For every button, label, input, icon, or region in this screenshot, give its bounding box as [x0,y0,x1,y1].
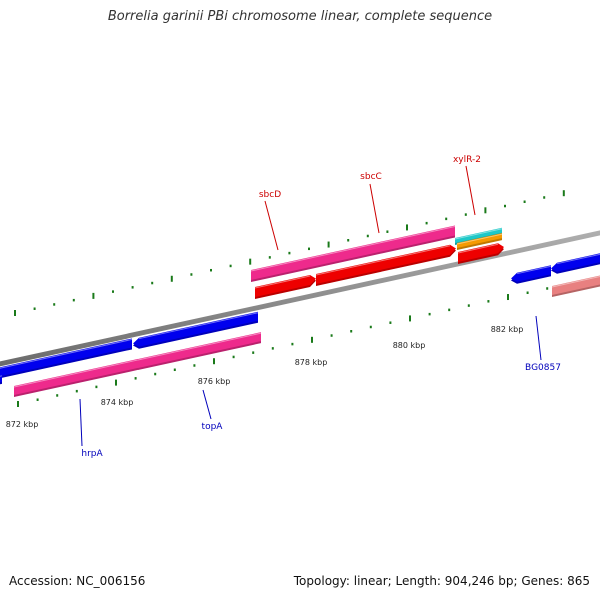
gene-feature-blue-body [133,311,258,347]
gene-feature-xylr-2 [457,243,504,264]
gene-feature-salmon [551,275,600,297]
tick-label: 872 kbp [6,420,39,429]
gene-feature-red [315,244,456,286]
gene-feature-cyan-body [455,227,502,243]
gene-feature-blue [0,374,3,385]
gene-feature-pink [13,358,139,397]
leader-hrpa [79,398,83,447]
tick-label: 882 kbp [491,325,524,334]
gene-feature-blue-highlight [0,338,133,369]
gene-feature-red-body [255,274,316,297]
gene-feature-red [254,274,316,299]
gene-feature-orange [456,233,503,250]
gene-feature-salmon-highlight [551,276,600,288]
tick-label: 878 kbp [295,358,328,367]
gene-feature-sbcd-sbcc-highlight [250,225,456,272]
gene-feature-blue [511,265,552,284]
chromosome-axis [0,230,600,367]
gene-feature-sbcd-sbcc-body [251,225,455,280]
gene-features [0,225,600,397]
gene-feature-blue-body [511,265,551,282]
gene-feature-orange-body [457,233,502,248]
tick-marks-lower [17,282,568,407]
gene-feature-xylr-2-body [458,243,504,262]
gene-feature-orange-highlight [456,233,503,245]
tick-label: 874 kbp [101,398,134,407]
gene-feature-bg0857-highlight [556,253,600,265]
gene-feature-sbcd-sbcc [250,225,456,282]
leader-sbcd [264,200,279,251]
gene-label-hrpa[interactable]: hrpA [81,449,103,459]
gene-label-sbcd[interactable]: sbcD [259,190,281,200]
gene-feature-salmon-body [552,275,600,295]
gene-feature-blue-body [0,338,132,377]
gene-feature-red-body [316,244,456,284]
gene-label-bg0857[interactable]: BG0857 [525,363,561,373]
tick-marks-upper [14,190,565,316]
gene-feature-pink [137,332,262,370]
gene-feature-blue [133,311,259,349]
accession-text: Accession: NC_006156 [9,574,146,588]
leader-xylr-2 [465,165,476,216]
leader-topa [202,389,212,420]
gene-label-xylr-2[interactable]: xylR-2 [453,155,481,165]
leader-bg0857 [535,315,542,361]
gene-feature-bg0857-body [551,253,600,272]
gene-feature-xylr-2-highlight [457,243,499,254]
gene-feature-red-highlight [254,275,311,289]
gene-feature-pink-highlight [13,359,139,388]
gene-feature-blue-highlight [0,375,3,377]
gene-feature-blue [0,338,133,379]
axis-bar [0,230,600,367]
gene-labels: sbcD sbcC xylR-2 hrpA topA BG0857 [81,155,561,459]
gene-label-sbcc[interactable]: sbcC [360,172,382,182]
gene-feature-cyan-highlight [454,228,503,240]
page-title: Borrelia garinii PBi chromosome linear, … [107,9,493,24]
gene-feature-pink-body [14,358,138,395]
leader-sbcc [369,183,380,234]
topology-summary: Topology: linear; Length: 904,246 bp; Ge… [293,574,590,588]
gene-feature-blue-highlight [138,312,259,340]
gene-feature-bg0857 [551,253,600,274]
gene-feature-blue-highlight [516,265,552,275]
gene-feature-pink-body [138,332,261,368]
gene-feature-pink-highlight [137,332,262,361]
tick-labels: 872 kbp 874 kbp 876 kbp 878 kbp 880 kbp … [6,325,524,429]
gene-label-topa[interactable]: topA [202,422,224,432]
label-leaders [79,165,542,447]
gene-feature-blue-body [0,374,2,383]
gene-feature-red-highlight [315,245,451,276]
tick-label: 880 kbp [393,341,426,350]
tick-label: 876 kbp [198,377,231,386]
